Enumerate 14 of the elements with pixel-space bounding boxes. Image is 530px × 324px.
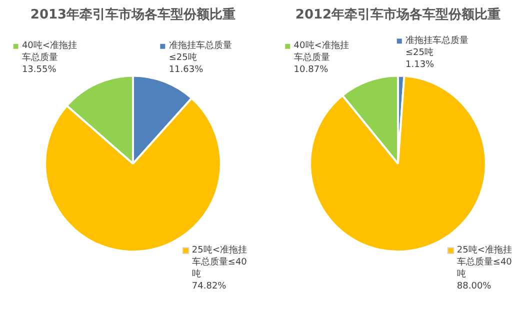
chart-title: 2012年牵引车市场各车型份额比重 — [295, 6, 501, 22]
legend-label: 25吨<准拖挂车总质量≤40吨 — [192, 244, 248, 280]
data-label: 11.63% — [168, 65, 204, 76]
legend-label: 25吨<准拖挂车总质量≤40吨 — [456, 244, 512, 280]
data-label: 88.00% — [456, 281, 492, 292]
data-label: 1.13% — [406, 60, 435, 70]
legend-label: 准拖挂车总质量≤25吨 — [168, 40, 232, 64]
chart-title: 2013年牵引车市场各车型份额比重 — [30, 6, 236, 22]
legend-label: 40吨<准拖挂车总质量 — [22, 40, 77, 64]
data-label: 13.55% — [22, 65, 57, 76]
legend-label: 准拖挂车总质量≤25吨 — [406, 34, 469, 58]
data-label: 10.87% — [294, 65, 329, 76]
legend-label: 40吨<准拖挂车总质量 — [294, 40, 349, 64]
data-label: 74.82% — [192, 281, 227, 292]
